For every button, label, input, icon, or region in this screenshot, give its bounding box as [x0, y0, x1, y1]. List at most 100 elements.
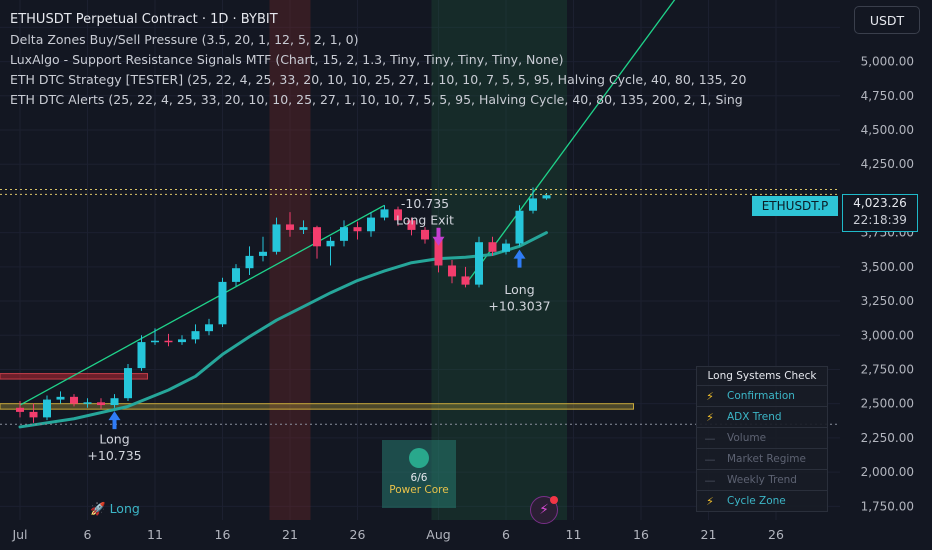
- candle: [515, 205, 524, 247]
- price-tick-label: 2,750.00: [861, 362, 914, 376]
- last-price-label: 4,023.26 22:18:39: [842, 194, 918, 232]
- candle: [56, 391, 65, 404]
- indicator-luxalgo[interactable]: LuxAlgo - Support Resistance Signals MTF…: [10, 52, 564, 67]
- candle: [461, 266, 470, 288]
- price-tick-label: 4,500.00: [861, 123, 914, 137]
- candle-body: [29, 411, 38, 418]
- time-tick-label: 16: [215, 527, 231, 542]
- long-arrow-icon: [513, 249, 526, 268]
- chart-annotation: +10.735: [87, 448, 141, 463]
- price-tick-label: 5,000.00: [861, 55, 914, 69]
- check-label: Volume: [727, 432, 767, 444]
- price-tick-label: 3,250.00: [861, 294, 914, 308]
- symbol-title[interactable]: ETHUSDT Perpetual Contract · 1D · BYBIT: [10, 12, 278, 27]
- time-tick-label: Jul: [11, 527, 27, 542]
- candle-body: [16, 407, 24, 412]
- indicator-dtc-alerts[interactable]: ETH DTC Alerts (25, 22, 4, 25, 33, 20, 1…: [10, 92, 743, 107]
- alerts-button[interactable]: ⚡: [530, 496, 558, 524]
- dash-icon: —: [704, 431, 716, 445]
- candle-body: [488, 242, 497, 252]
- candle: [43, 395, 51, 421]
- trendline: [464, 0, 676, 286]
- moving-average: [18, 231, 548, 429]
- chart-legend: ETHUSDT Perpetual Contract · 1D · BYBIT …: [10, 10, 746, 110]
- candle: [97, 398, 105, 410]
- candles: [16, 187, 551, 423]
- candle-body: [97, 402, 105, 406]
- long-systems-check-panel: Long Systems Check ⚡ Confirmation ⚡ ADX Tr…: [696, 366, 828, 512]
- candle-body: [43, 399, 51, 418]
- candle: [259, 236, 267, 262]
- candle: [326, 236, 335, 266]
- candle-body: [340, 227, 348, 241]
- bolt-icon: ⚡: [706, 494, 714, 508]
- candle: [16, 400, 24, 418]
- bolt-icon: ⚡: [706, 410, 714, 424]
- check-label: Cycle Zone: [727, 495, 786, 507]
- chart-annotation: +10.3037: [488, 299, 550, 314]
- zone: [0, 403, 634, 410]
- check-label: Market Regime: [727, 453, 806, 465]
- long-flag: 🚀 Long: [90, 501, 140, 517]
- check-label: Weekly Trend: [727, 474, 797, 486]
- candle-body: [502, 243, 510, 252]
- time-axis-bg: [0, 520, 932, 550]
- dash-icon: —: [704, 473, 716, 487]
- candle: [110, 394, 119, 408]
- time-tick-label: 21: [282, 527, 298, 542]
- candle-body: [299, 227, 308, 230]
- indicator-delta-zones[interactable]: Delta Zones Buy/Sell Pressure (3.5, 20, …: [10, 32, 359, 47]
- long-arrow-icon: [108, 411, 121, 430]
- candle: [488, 236, 497, 256]
- candle-body: [110, 398, 119, 406]
- candle: [380, 205, 389, 221]
- candle-body: [286, 224, 294, 230]
- candle-body: [529, 198, 537, 211]
- check-row-cycle-zone: ⚡ Cycle Zone: [697, 491, 827, 511]
- candle: [178, 335, 186, 345]
- candle: [286, 212, 294, 237]
- price-tick-label: 3,000.00: [861, 328, 914, 342]
- candle-body: [56, 396, 65, 400]
- candle-body: [70, 396, 78, 404]
- symbol-price-tag: ETHUSDT.P: [752, 196, 838, 216]
- price-tick-label: 3,500.00: [861, 260, 914, 274]
- indicator-dtc-strategy[interactable]: ETH DTC Strategy [TESTER] (25, 22, 4, 25…: [10, 72, 747, 87]
- check-row-weekly-trend: — Weekly Trend: [697, 470, 827, 491]
- check-row-market-regime: — Market Regime: [697, 449, 827, 470]
- vertical-band: [269, 0, 311, 520]
- candle-body: [380, 209, 389, 218]
- candle-body: [326, 240, 335, 247]
- power-core-count: 6/6: [410, 472, 428, 484]
- bolt-icon: ⚡: [706, 389, 714, 403]
- currency-button[interactable]: USDT: [854, 6, 920, 34]
- candle-body: [137, 342, 146, 369]
- check-label: ADX Trend: [727, 411, 782, 423]
- bar-countdown: 22:18:39: [853, 213, 907, 227]
- check-row-volume: — Volume: [697, 428, 827, 449]
- candle: [29, 403, 38, 423]
- candle-body: [164, 340, 173, 343]
- candle: [502, 239, 510, 255]
- candle: [475, 236, 483, 288]
- time-tick-label: 21: [701, 527, 717, 542]
- candle: [421, 227, 429, 244]
- chart-annotation: Long: [99, 431, 129, 446]
- long-flag-label: Long: [109, 501, 140, 516]
- power-core-dot-icon: [409, 448, 429, 468]
- price-axis: 1,750.00 2,000.00 2,250.00 2,500.00 2,750.00…: [840, 0, 932, 550]
- candle-body: [394, 209, 402, 221]
- last-price: 4,023.26: [853, 196, 907, 210]
- candle-body: [272, 224, 281, 252]
- candle-body: [407, 220, 416, 230]
- price-tick-label: 4,750.00: [861, 89, 914, 103]
- candle-body: [259, 251, 267, 256]
- candle: [353, 221, 362, 240]
- candle: [299, 220, 308, 234]
- candle-body: [475, 242, 483, 285]
- candle: [529, 187, 537, 214]
- check-row-confirmation: ⚡ Confirmation: [697, 386, 827, 407]
- time-tick-label: 26: [768, 527, 784, 542]
- candle-body: [448, 265, 456, 277]
- price-tick-label: 2,500.00: [861, 397, 914, 411]
